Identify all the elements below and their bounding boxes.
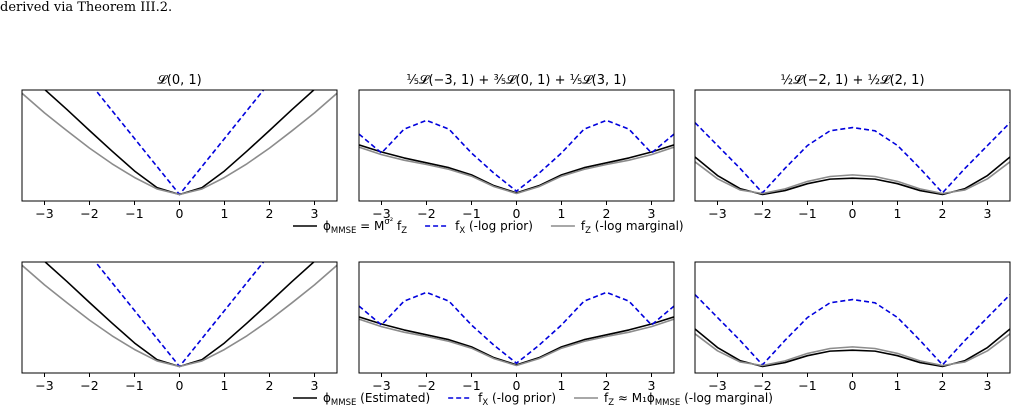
series-line-blue bbox=[94, 90, 265, 196]
series-line-gray bbox=[22, 264, 337, 368]
x-tick-label: −2 bbox=[80, 206, 98, 221]
x-tick-label: 0 bbox=[176, 378, 184, 393]
subplot-title: ½𝓛(−2, 1) + ½𝓛(2, 1) bbox=[780, 73, 924, 88]
x-tick-label: −3 bbox=[35, 378, 53, 393]
plot-lines bbox=[22, 262, 337, 368]
legend-label: ϕMMSE = Mσ² fZ bbox=[323, 217, 407, 236]
series-line-gray bbox=[695, 161, 1010, 195]
plot-lines bbox=[359, 291, 674, 367]
legend-label: fZ ≈ M₁ϕMMSE (-log marginal) bbox=[604, 391, 773, 408]
plot-lines bbox=[695, 122, 1010, 196]
x-tick-label: 0 bbox=[513, 378, 521, 393]
x-tick-label: −1 bbox=[798, 378, 816, 393]
legend-row-1: ϕMMSE (Estimated) fX (-log prior) fZ ≈ M₁ϕ… bbox=[293, 391, 773, 408]
figure-caption: derived via Theorem III.2. bbox=[0, 0, 173, 15]
x-tick-label: 1 bbox=[558, 378, 566, 393]
axes-frame bbox=[694, 89, 1011, 202]
x-tick-label: −2 bbox=[80, 378, 98, 393]
x-tick-label: −3 bbox=[708, 378, 726, 393]
subplot-r1-c0: −3 −2 −1 0 1 2 3 bbox=[21, 261, 338, 393]
plot-lines bbox=[695, 294, 1010, 368]
series-line-black bbox=[359, 316, 674, 366]
legend-label: fX (-log prior) bbox=[478, 391, 556, 408]
x-tick-label: −2 bbox=[417, 206, 435, 221]
x-tick-label: 3 bbox=[648, 378, 656, 393]
axes-frame bbox=[21, 261, 338, 374]
x-tick-label: 1 bbox=[221, 206, 229, 221]
series-line-black bbox=[695, 328, 1010, 368]
legend-row-0: ϕMMSE = Mσ² fZ fX (-log prior) fZ (-log ma… bbox=[293, 217, 684, 236]
subplot-title: 𝓛(0, 1) bbox=[157, 73, 201, 88]
series-line-blue bbox=[695, 122, 1010, 194]
x-tick-label: −1 bbox=[125, 206, 143, 221]
x-tick-label: −3 bbox=[708, 206, 726, 221]
x-tick-label: 1 bbox=[894, 206, 902, 221]
x-tick-label: 0 bbox=[176, 206, 184, 221]
x-tick-label: −1 bbox=[798, 206, 816, 221]
x-tick-label: 3 bbox=[984, 206, 992, 221]
x-tick-label: 2 bbox=[266, 378, 274, 393]
x-tick-label: 2 bbox=[939, 378, 947, 393]
x-tick-label: −1 bbox=[125, 378, 143, 393]
x-tick-label: −3 bbox=[372, 378, 390, 393]
x-tick-label: 2 bbox=[603, 206, 611, 221]
axes-frame bbox=[358, 89, 675, 202]
axes-frame bbox=[694, 261, 1011, 374]
x-tick-label: 0 bbox=[849, 378, 857, 393]
x-tick-label: 3 bbox=[648, 206, 656, 221]
x-tick-label: 1 bbox=[894, 378, 902, 393]
series-line-gray bbox=[359, 318, 674, 367]
x-tick-label: 3 bbox=[311, 378, 319, 393]
x-tick-label: −3 bbox=[372, 206, 390, 221]
series-line-gray bbox=[22, 92, 337, 196]
x-tick-label: −2 bbox=[753, 206, 771, 221]
subplot-r0-c0: −3 −2 −1 0 1 2 3 𝓛(0, 1) bbox=[21, 73, 338, 221]
x-tick-label: 3 bbox=[984, 378, 992, 393]
subplot-r1-c1: −3 −2 −1 0 1 2 3 bbox=[358, 261, 675, 393]
x-tick-label: 3 bbox=[311, 206, 319, 221]
plot-lines bbox=[359, 119, 674, 195]
series-line-blue bbox=[359, 119, 674, 193]
series-line-blue bbox=[94, 262, 265, 368]
x-tick-label: 2 bbox=[939, 206, 947, 221]
subplot-r0-c2: −3 −2 −1 0 1 2 3 ½𝓛(−2, 1) + ½𝓛(2, 1) bbox=[694, 73, 1011, 221]
plot-lines bbox=[22, 90, 337, 196]
subplot-r1-c2: −3 −2 −1 0 1 2 3 bbox=[694, 261, 1011, 393]
x-tick-label: 2 bbox=[266, 206, 274, 221]
series-line-gray bbox=[695, 333, 1010, 367]
legend-label: ϕMMSE (Estimated) bbox=[323, 391, 430, 408]
x-tick-label: 2 bbox=[603, 378, 611, 393]
series-line-black bbox=[695, 156, 1010, 196]
axes-frame bbox=[358, 261, 675, 374]
subplot-r0-c1: −3 −2 −1 0 1 2 3 ⅕𝓛(−3, 1) + ⅗𝓛(0, 1) + ⅕𝓛(3, 1… bbox=[358, 73, 675, 221]
x-tick-label: −2 bbox=[417, 378, 435, 393]
series-line-blue bbox=[359, 291, 674, 365]
series-line-blue bbox=[695, 294, 1010, 366]
legend-label: fX (-log prior) bbox=[455, 219, 533, 236]
series-line-gray bbox=[359, 146, 674, 195]
x-tick-label: 1 bbox=[558, 206, 566, 221]
x-tick-label: −1 bbox=[462, 206, 480, 221]
legend-label: fZ (-log marginal) bbox=[581, 219, 684, 236]
x-tick-label: −1 bbox=[462, 378, 480, 393]
series-line-black bbox=[359, 144, 674, 194]
x-tick-label: 0 bbox=[513, 206, 521, 221]
x-tick-label: 0 bbox=[849, 206, 857, 221]
axes-frame bbox=[21, 89, 338, 202]
x-tick-label: −3 bbox=[35, 206, 53, 221]
x-tick-label: 1 bbox=[221, 378, 229, 393]
subplot-title: ⅕𝓛(−3, 1) + ⅗𝓛(0, 1) + ⅕𝓛(3, 1) bbox=[406, 73, 626, 88]
x-tick-label: −2 bbox=[753, 378, 771, 393]
